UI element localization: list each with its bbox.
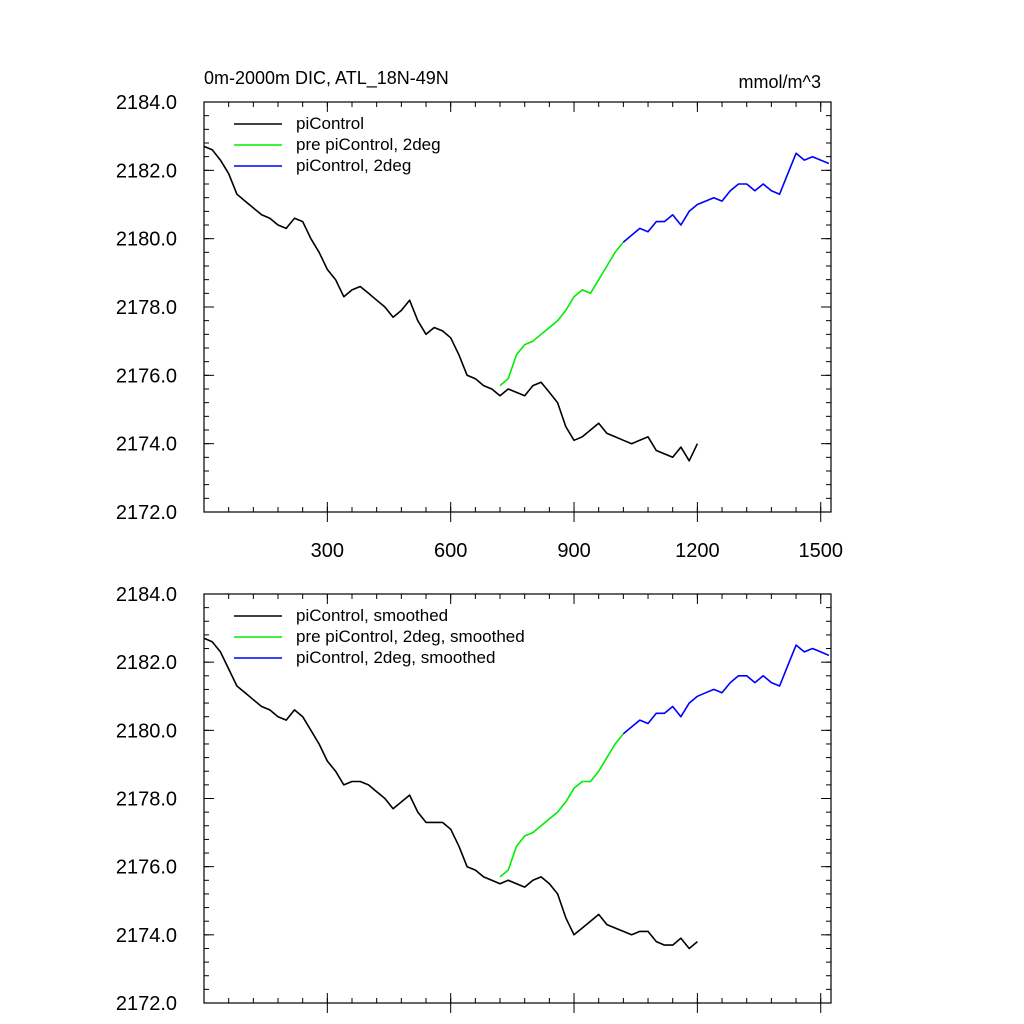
y-tick-label: 2180.0 [116,720,177,742]
y-tick-label: 2176.0 [116,857,177,879]
y-tick-label: 2176.0 [116,365,177,387]
y-tick-label: 2184.0 [116,584,177,606]
legend: piControl, smoothed pre piControl, 2deg, … [234,606,525,667]
x-tick-label: 300 [311,540,344,562]
y-tick-label: 2174.0 [116,434,177,456]
y-tick-label: 2184.0 [116,92,177,114]
series-line-1 [203,637,698,950]
x-tick-label: 1500 [798,540,843,562]
legend: piControl pre piControl, 2deg piControl, 2… [234,114,441,175]
y-tick-label: 2172.0 [116,993,177,1015]
plot-frame [203,593,832,1004]
legend-label: piControl, smoothed [296,606,448,625]
legend-label: piControl, 2deg, smoothed [296,648,495,667]
legend-label: piControl [296,114,364,133]
legend-label: pre piControl, 2deg [296,135,441,154]
x-tick-label: 900 [557,540,590,562]
y-tick-label: 2180.0 [116,229,177,251]
chart-panel-2: 2172.0 2174.0 2176.0 2178.0 2180.0 2182.0 2184… [116,584,832,1015]
y-tick-label: 2174.0 [116,925,177,947]
series-line-1 [203,145,699,462]
y-tick-label: 2182.0 [116,652,177,674]
y-tick-label: 2172.0 [116,502,177,524]
legend-label: pre piControl, 2deg, smoothed [296,627,525,646]
plot-frame [203,101,832,513]
series-line-3 [622,644,830,735]
series-line-2 [499,241,625,387]
y-tick-label: 2178.0 [116,297,177,319]
legend-label: piControl, 2deg [296,156,411,175]
units-label: mmol/m^3 [739,72,821,92]
x-tick-label: 600 [434,540,467,562]
y-tick-label: 2178.0 [116,789,177,811]
chart-panel-1: 0m-2000m DIC, ATL_18N-49N mmol/m^3 2172.0 2… [116,68,843,562]
x-tick-label: 1200 [675,540,720,562]
series-line-2 [499,733,625,878]
major-ticks [204,101,831,522]
series-line-3 [622,152,830,243]
chart-title: 0m-2000m DIC, ATL_18N-49N [204,68,449,89]
y-tick-label: 2182.0 [116,160,177,182]
